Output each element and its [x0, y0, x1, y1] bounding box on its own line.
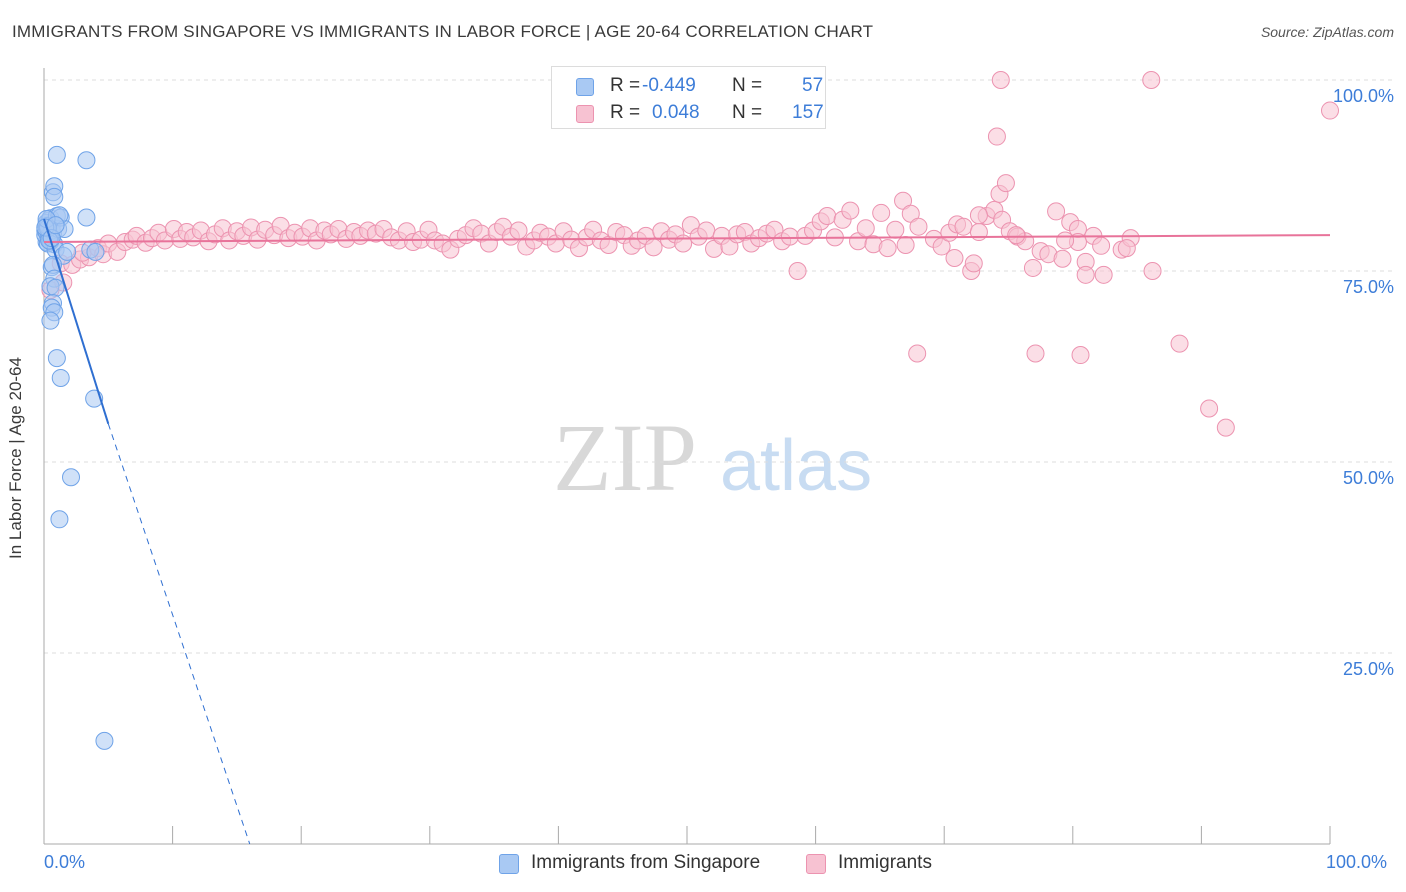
point-singapore	[77, 208, 96, 227]
point-singapore	[47, 349, 66, 368]
legend-swatch-singapore	[499, 854, 519, 874]
trendline-singapore-extension	[107, 423, 251, 845]
point-immigrants	[954, 217, 973, 236]
point-immigrants	[909, 217, 928, 236]
y-tick-label: 75.0%	[1342, 277, 1394, 297]
point-immigrants	[908, 344, 927, 363]
point-immigrants	[878, 239, 897, 258]
singapore-r-value: -0.449	[642, 75, 696, 96]
immigrants-swatch	[576, 105, 594, 123]
point-singapore	[62, 468, 81, 487]
immigrants-n-value: 157	[792, 102, 824, 123]
point-immigrants	[1094, 265, 1113, 284]
point-singapore	[95, 731, 114, 750]
point-immigrants	[1023, 258, 1042, 277]
singapore-n-value: 57	[802, 75, 824, 96]
point-immigrants	[818, 206, 837, 225]
point-immigrants	[644, 238, 663, 257]
point-immigrants	[964, 254, 983, 273]
watermark-zip: ZIP	[553, 404, 697, 511]
point-immigrants	[1117, 239, 1136, 258]
point-immigrants	[945, 249, 964, 268]
point-immigrants	[1071, 346, 1090, 365]
point-immigrants	[1053, 249, 1072, 268]
point-singapore	[77, 151, 96, 170]
point-immigrants	[872, 203, 891, 222]
point-immigrants	[1056, 231, 1075, 250]
y-tick-label: 50.0%	[1342, 468, 1394, 488]
point-immigrants	[1170, 334, 1189, 353]
trendline-singapore	[43, 218, 110, 425]
point-immigrants	[1143, 262, 1162, 280]
point-immigrants	[1076, 265, 1095, 284]
singapore-swatch	[576, 78, 594, 96]
immigrants-r-value: 0.048	[652, 102, 700, 123]
point-singapore	[46, 278, 65, 297]
n-label: N =	[732, 75, 763, 96]
point-singapore	[58, 242, 77, 261]
y-tick-label: 25.0%	[1342, 659, 1394, 679]
point-immigrants	[1142, 71, 1161, 89]
source-note: Source: ZipAtlas.com	[1260, 24, 1394, 40]
point-immigrants	[886, 220, 905, 239]
point-immigrants	[780, 227, 799, 246]
point-singapore	[41, 311, 60, 330]
point-immigrants	[996, 174, 1015, 193]
point-immigrants	[1007, 226, 1026, 245]
series-legend: Immigrants from Singapore Immigrants	[0, 852, 1406, 878]
point-singapore	[50, 510, 69, 529]
point-singapore	[45, 187, 64, 206]
point-immigrants	[1216, 418, 1235, 437]
watermark-atlas: atlas	[720, 426, 872, 506]
point-immigrants	[987, 127, 1006, 146]
point-immigrants	[991, 71, 1010, 89]
point-immigrants	[856, 219, 875, 238]
point-immigrants	[788, 262, 807, 280]
chart-title: IMMIGRANTS FROM SINGAPORE VS IMMIGRANTS …	[12, 22, 874, 41]
point-immigrants	[697, 221, 716, 240]
point-singapore	[47, 145, 66, 164]
point-immigrants	[1047, 202, 1066, 221]
point-immigrants	[1092, 236, 1111, 255]
legend-swatch-immigrants	[806, 854, 826, 874]
legend-label-singapore: Immigrants from Singapore	[531, 852, 761, 873]
point-immigrants	[1200, 399, 1219, 418]
r-label: R =	[610, 75, 641, 96]
point-immigrants	[969, 206, 988, 225]
point-immigrants	[841, 201, 860, 220]
point-immigrants	[1321, 101, 1339, 120]
point-immigrants	[509, 221, 528, 240]
stats-legend: R = -0.449 N = 57 R = 0.048 N = 157	[551, 66, 826, 129]
point-singapore	[86, 242, 105, 261]
legend-label-immigrants: Immigrants	[838, 852, 932, 873]
point-singapore	[51, 368, 70, 387]
point-immigrants	[896, 236, 915, 255]
point-singapore	[46, 216, 65, 235]
x-tick-label-min: 0.0%	[44, 852, 86, 872]
n-label: N =	[732, 102, 763, 123]
r-label: R =	[610, 102, 641, 123]
trendline-immigrants	[43, 234, 1331, 243]
x-tick-label-max: 100.0%	[1326, 852, 1388, 872]
y-tick-label: 100.0%	[1332, 86, 1394, 106]
point-immigrants	[1026, 344, 1045, 363]
